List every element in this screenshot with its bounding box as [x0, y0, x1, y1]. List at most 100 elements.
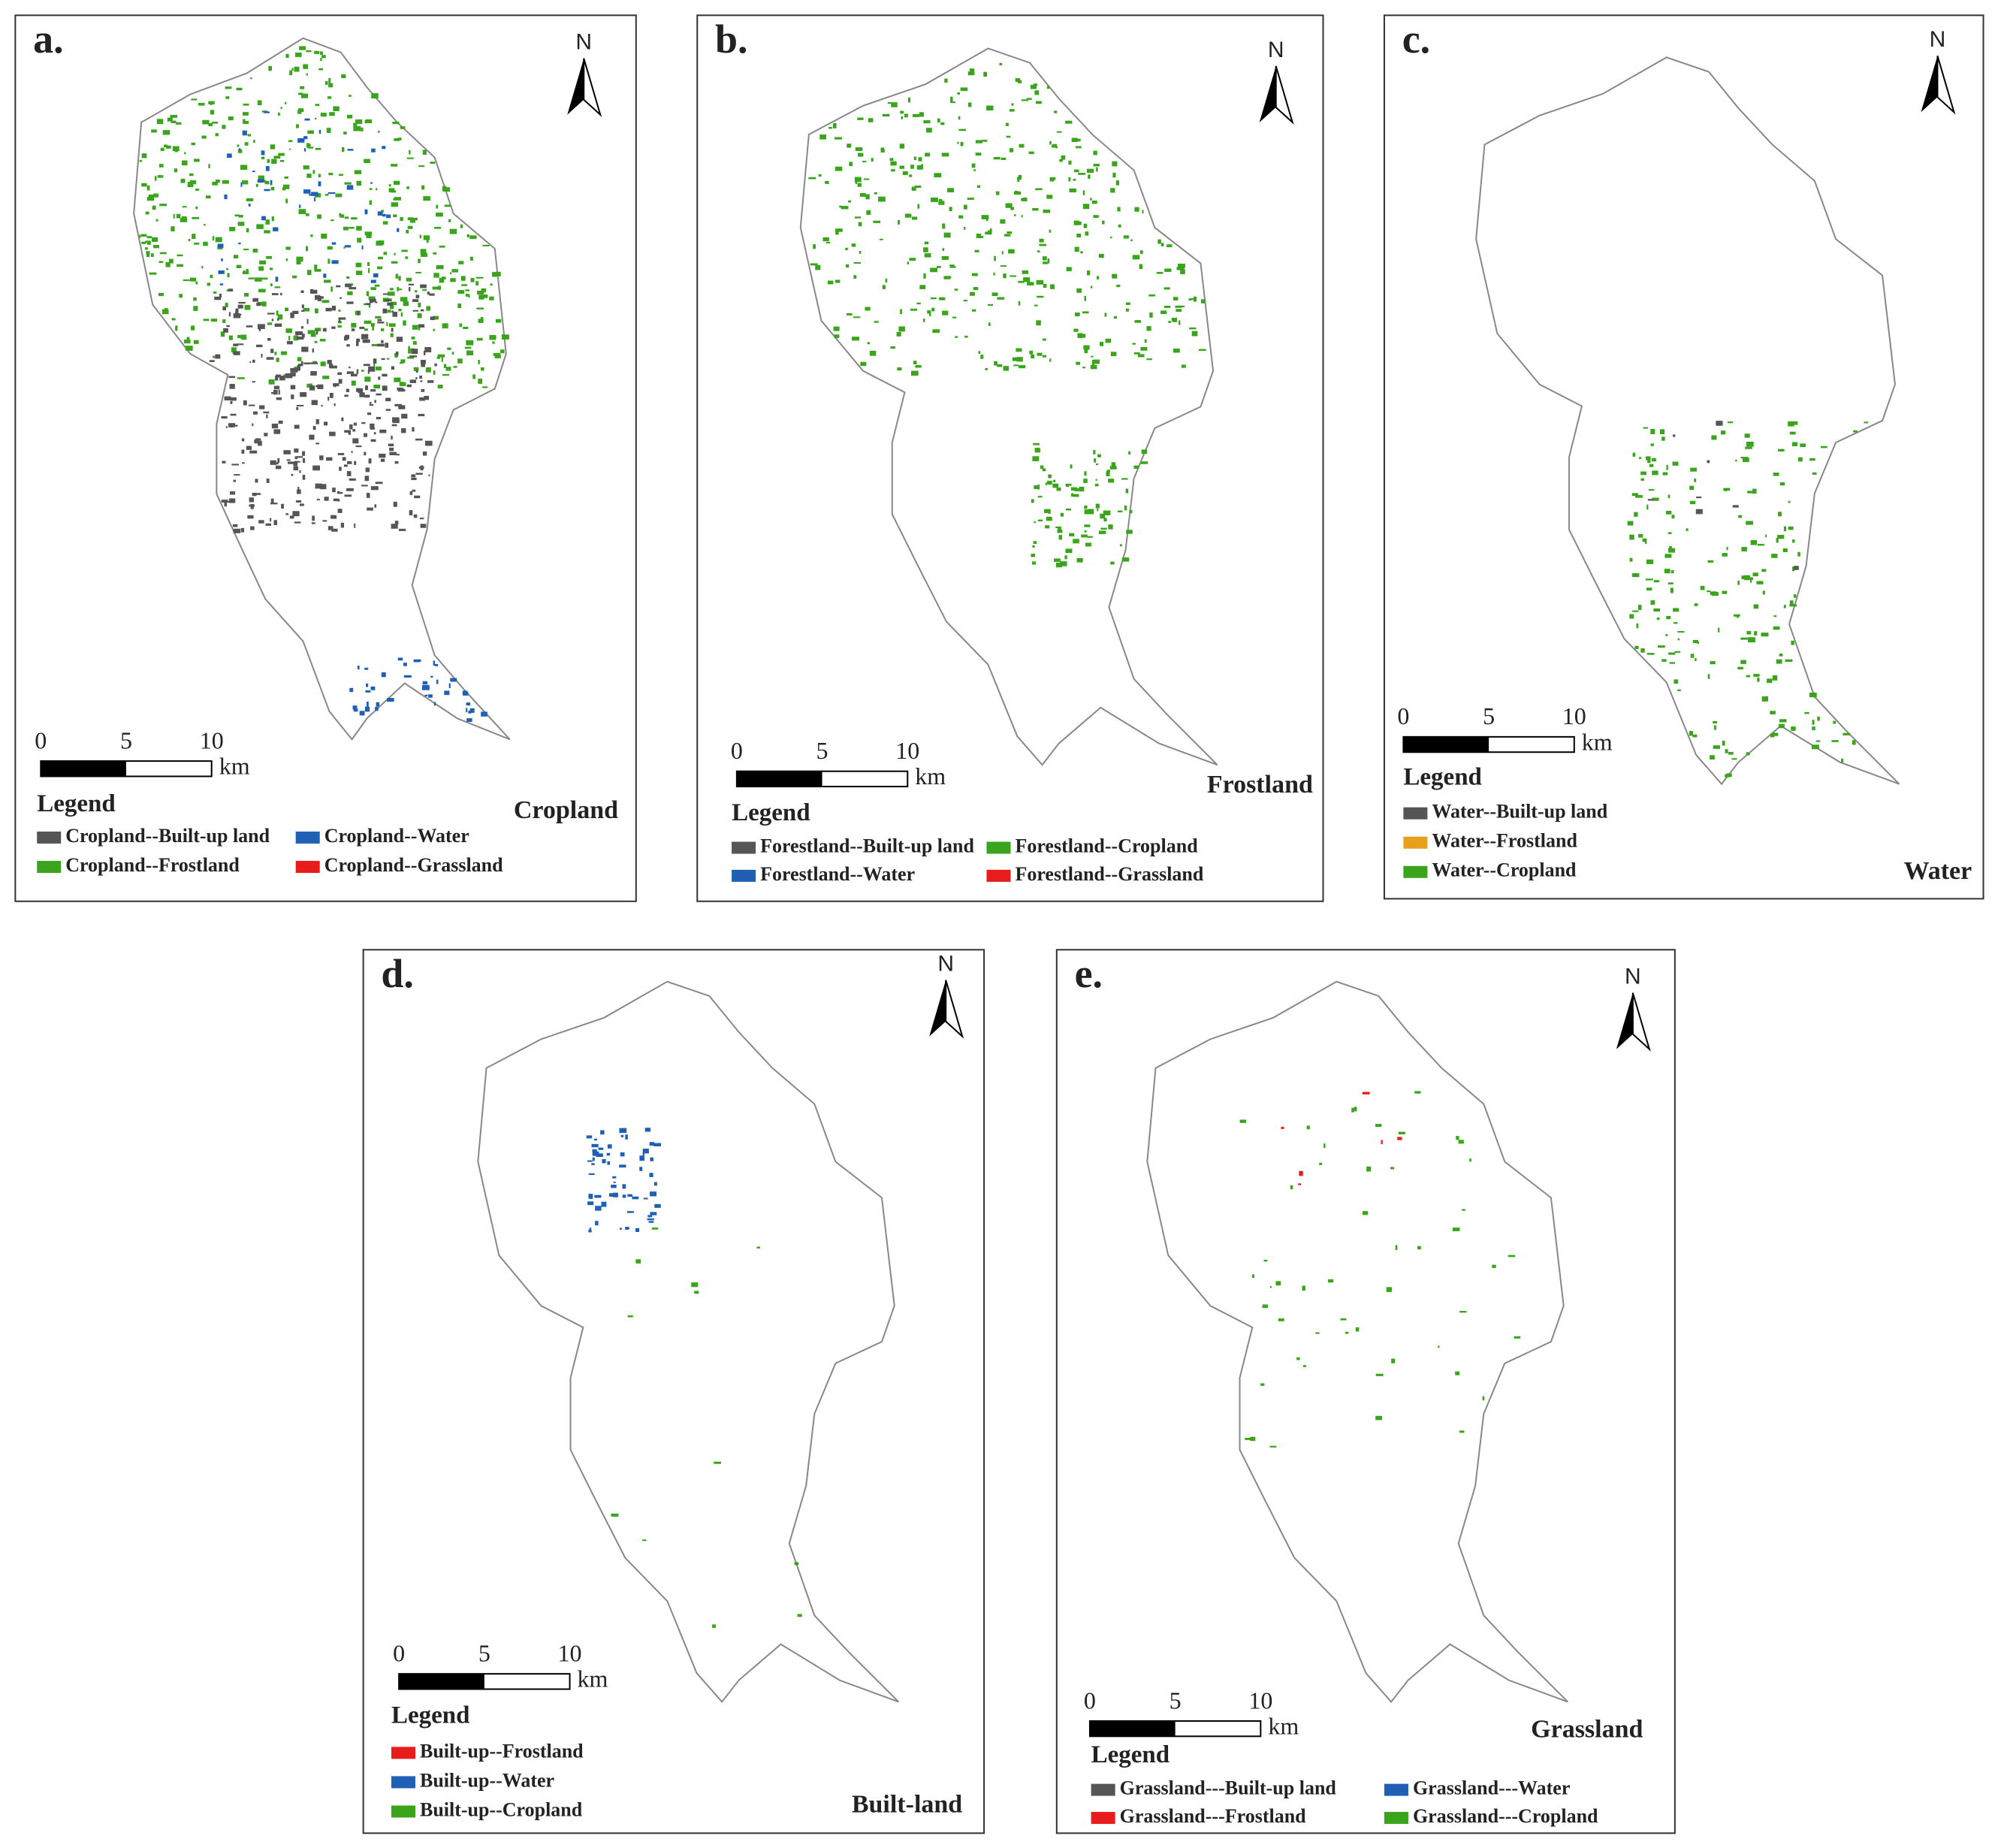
change-patch	[309, 434, 315, 440]
change-patch	[389, 304, 394, 310]
change-patch	[158, 292, 164, 297]
change-patch	[1193, 296, 1197, 302]
change-patch	[818, 174, 822, 177]
change-patch	[263, 180, 267, 183]
change-patch	[373, 432, 376, 435]
change-patch	[273, 227, 279, 231]
change-patch	[1707, 560, 1714, 563]
legend-label: Built-up--Cropland	[420, 1798, 583, 1820]
change-patch	[904, 213, 912, 218]
change-patch	[349, 687, 354, 693]
legend-swatch	[37, 831, 62, 844]
change-patch	[249, 504, 255, 507]
scale-label: 5	[1483, 702, 1495, 729]
change-patch	[808, 177, 816, 180]
change-patch	[303, 148, 306, 152]
change-patch	[1070, 487, 1077, 491]
change-patch	[1631, 493, 1638, 497]
legend-swatch	[732, 869, 756, 882]
change-patch	[303, 64, 309, 69]
change-patch	[937, 266, 941, 268]
change-patch	[315, 442, 320, 445]
legend-swatch	[37, 860, 62, 873]
change-patch	[859, 192, 866, 197]
change-patch	[210, 319, 217, 322]
change-patch	[938, 201, 945, 205]
change-patch	[394, 460, 399, 464]
change-patch	[975, 140, 982, 143]
change-patch	[278, 420, 283, 424]
change-patch	[384, 299, 391, 301]
change-patch	[261, 301, 267, 306]
change-patch	[1646, 559, 1654, 564]
change-patch	[912, 216, 917, 220]
scale-label: 0	[35, 726, 47, 753]
scale-bar-segment	[736, 771, 822, 787]
change-patch	[277, 457, 280, 463]
change-patch	[1084, 295, 1087, 301]
change-patch	[1713, 725, 1716, 730]
change-patch	[327, 258, 330, 264]
change-patch	[219, 283, 224, 285]
change-patch	[1690, 467, 1697, 472]
change-patch	[336, 285, 341, 288]
change-patch	[1160, 243, 1164, 246]
change-patch	[1661, 659, 1667, 662]
legend-swatch	[295, 831, 320, 844]
change-patch	[364, 209, 368, 215]
change-patch	[391, 202, 398, 207]
change-patch	[620, 1134, 624, 1137]
change-patch	[242, 462, 245, 464]
change-patch	[388, 443, 394, 447]
scale-label: 0	[1084, 1686, 1096, 1714]
change-patch	[985, 218, 988, 222]
change-patch	[408, 346, 410, 349]
change-patch	[592, 1151, 599, 1156]
change-patch	[1390, 1167, 1395, 1170]
change-patch	[427, 380, 434, 383]
change-patch	[420, 465, 424, 471]
change-patch	[411, 337, 415, 340]
change-patch	[1037, 496, 1043, 498]
change-patch	[189, 277, 197, 282]
change-patch	[237, 144, 240, 147]
change-patch	[1711, 435, 1717, 440]
change-patch	[983, 71, 988, 77]
change-patch	[422, 681, 427, 685]
change-patch	[1749, 578, 1752, 583]
change-patch	[1018, 174, 1022, 180]
change-patch	[1634, 512, 1638, 517]
change-patch	[478, 319, 484, 323]
change-patch	[327, 246, 333, 250]
change-patch	[492, 272, 497, 277]
change-patch	[237, 304, 243, 309]
change-patch	[327, 96, 332, 99]
change-patch	[1079, 486, 1085, 492]
change-patch	[916, 165, 923, 170]
change-patch	[457, 358, 463, 364]
change-patch	[1061, 155, 1066, 160]
change-patch	[1044, 509, 1051, 513]
change-patch	[355, 340, 359, 346]
change-patch	[259, 405, 265, 409]
change-patch	[398, 528, 406, 531]
change-patch	[322, 520, 327, 522]
change-patch	[280, 351, 288, 355]
change-patch	[442, 323, 448, 329]
change-patch	[1121, 557, 1130, 562]
change-patch	[1129, 510, 1133, 514]
change-patch	[424, 694, 428, 696]
change-patch	[285, 328, 292, 334]
change-patch	[175, 325, 178, 331]
change-patch	[1039, 243, 1046, 246]
change-patch	[1668, 652, 1676, 655]
change-patch	[1700, 585, 1705, 590]
scale-label: 10	[895, 737, 919, 764]
change-patch	[1673, 434, 1676, 437]
change-patch	[1456, 1136, 1459, 1140]
change-patch	[878, 196, 886, 202]
change-patch	[438, 285, 441, 290]
change-patch	[366, 234, 372, 239]
change-patch	[930, 267, 938, 273]
